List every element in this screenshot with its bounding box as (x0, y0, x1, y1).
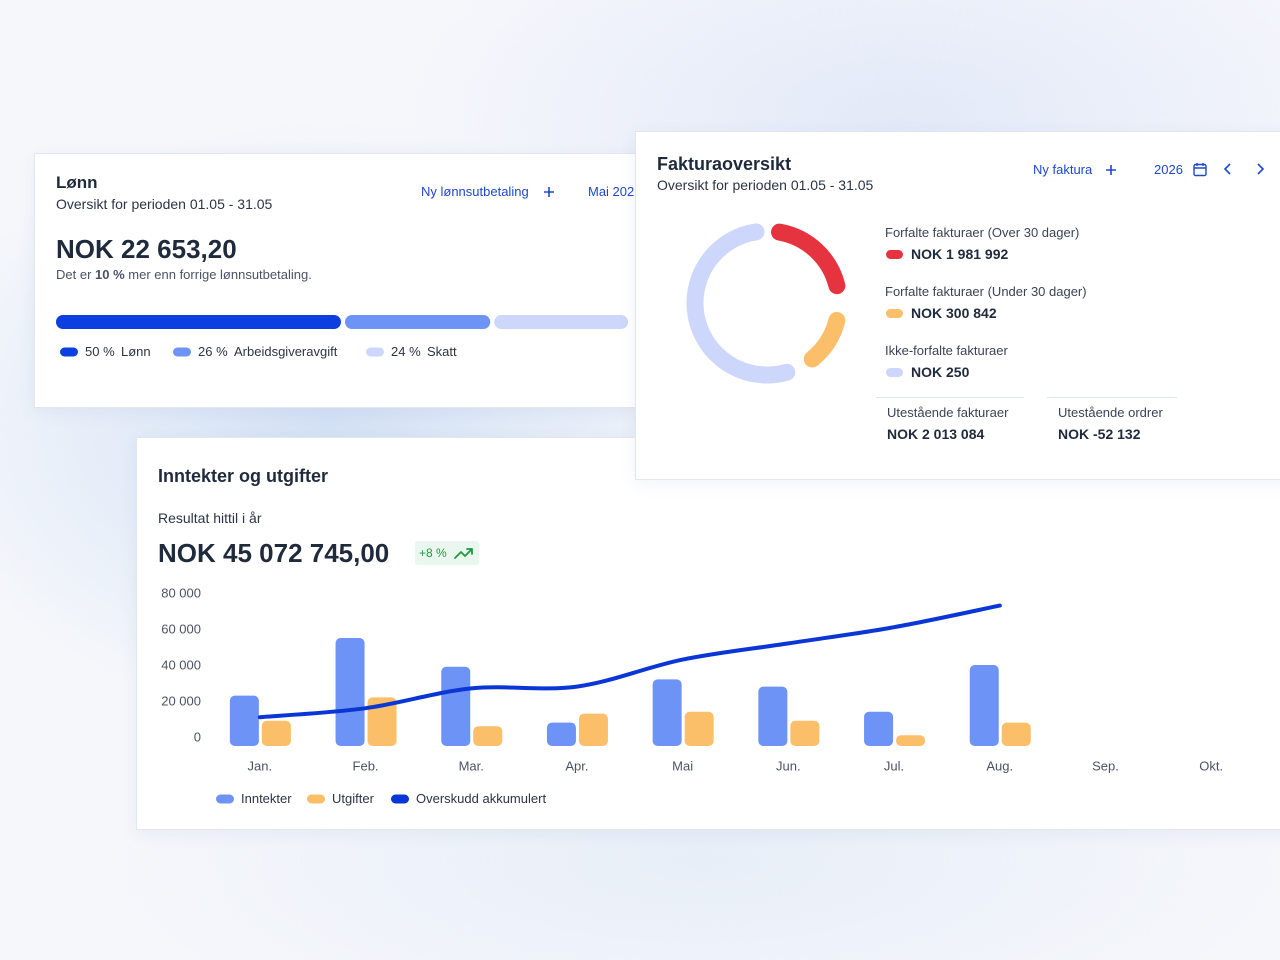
legend-label: Forfalte fakturaer (Over 30 dager) (885, 225, 1080, 240)
card-title: Lønn (56, 173, 98, 192)
inntekter-card: Inntekter og utgifter Resultat hittil i … (136, 437, 1280, 830)
legend-value: 50 % (85, 344, 115, 359)
legend-label: Overskudd akkumulert (416, 791, 546, 806)
badge: +8 % (415, 541, 479, 565)
bar (367, 697, 397, 746)
legend-pill (886, 309, 903, 318)
bar (969, 665, 999, 746)
legend-value: 24 % (391, 344, 421, 359)
legend-pill (886, 250, 903, 259)
calendar-icon[interactable] (1193, 162, 1207, 177)
y-tick-label: 40 000 (161, 657, 201, 672)
legend-amount: NOK 300 842 (911, 305, 997, 321)
total-label: Utestående ordrer (1058, 405, 1163, 420)
donut-arc (686, 222, 848, 384)
bar (473, 726, 503, 746)
legend-label: Inntekter (241, 791, 292, 806)
divider (1047, 397, 1177, 398)
x-tick-label: Apr. (565, 758, 588, 773)
legend-label: Forfalte fakturaer (Under 30 dager) (885, 284, 1087, 299)
x-tick-label: Mai (672, 758, 693, 773)
bar (546, 722, 576, 746)
note-text: Det er (56, 267, 96, 282)
x-tick-label: Aug. (986, 758, 1013, 773)
bar-segment (56, 315, 341, 329)
legend-swatch (391, 794, 409, 804)
bar-segment (494, 315, 628, 329)
action-link[interactable]: Ny lønnsutbetaling (421, 184, 529, 199)
bar (896, 735, 926, 746)
card-title: Inntekter og utgifter (158, 466, 328, 486)
amount: NOK 22 653,20 (56, 234, 237, 264)
legend-swatch (60, 347, 78, 357)
legend-swatch (366, 347, 384, 357)
bar (864, 711, 894, 746)
bar (758, 686, 788, 746)
bar (335, 638, 365, 746)
legend-amount: NOK 250 (911, 364, 970, 380)
legend-amount: NOK 1 981 992 (911, 246, 1009, 262)
donut (686, 222, 848, 384)
faktura-card: Fakturaoversikt Oversikt for perioden 01… (635, 131, 1280, 480)
bar (441, 666, 471, 746)
year-select[interactable]: 2026 (1154, 162, 1183, 177)
y-tick-label: 0 (194, 729, 201, 744)
card-title: Fakturaoversikt (657, 154, 792, 174)
bar (1001, 722, 1031, 746)
line (257, 603, 1002, 720)
income-chart: 0 20 000 40 000 60 000 80 000 Jan. Feb. Mar. Apr… (161, 585, 1223, 806)
x-tick-label: Okt. (1199, 758, 1223, 773)
card-subtitle: Resultat hittil i år (158, 510, 262, 526)
x-tick-label: Jul. (884, 758, 904, 773)
legend-label: Utgifter (332, 791, 375, 806)
legend-label: Skatt (427, 344, 457, 359)
trend-icon (454, 548, 473, 559)
period-select[interactable]: Mai 2026 (588, 184, 642, 199)
action-link[interactable]: Ny faktura (1033, 162, 1093, 177)
total-amount: NOK -52 132 (1058, 426, 1141, 442)
legend-label: Arbeidsgiveravgift (234, 344, 338, 359)
legend-value: 26 % (198, 344, 228, 359)
x-tick-label: Jun. (776, 758, 801, 773)
note-text: mer enn forrige lønnsutbetaling. (124, 267, 312, 282)
bar (229, 695, 259, 746)
plus-icon[interactable] (543, 186, 555, 198)
legend-swatch (173, 347, 191, 357)
y-tick-label: 20 000 (161, 693, 201, 708)
prev-button[interactable] (1223, 163, 1233, 175)
legend-label: Ikke-forfalte fakturaer (885, 343, 1008, 358)
lonn-card: Lønn Oversikt for perioden 01.05 - 31.05… (34, 153, 676, 408)
bar (261, 720, 291, 746)
x-tick-label: Jan. (248, 758, 273, 773)
legend-pill (886, 368, 903, 377)
bar (684, 711, 714, 746)
next-button[interactable] (1255, 163, 1265, 175)
divider (876, 397, 1024, 398)
bar (652, 679, 682, 746)
card-subtitle: Oversikt for perioden 01.05 - 31.05 (56, 196, 273, 212)
y-tick-label: 80 000 (161, 585, 201, 600)
legend-swatch (216, 794, 234, 804)
total-label: Utestående fakturaer (887, 405, 1009, 420)
x-tick-label: Feb. (353, 758, 379, 773)
legend-swatch (307, 794, 325, 804)
bar (578, 713, 608, 746)
card-subtitle: Oversikt for perioden 01.05 - 31.05 (657, 177, 874, 193)
bar-segment (345, 315, 491, 329)
x-tick-label: Sep. (1092, 758, 1119, 773)
y-tick-label: 60 000 (161, 621, 201, 636)
x-tick-label: Mar. (459, 758, 484, 773)
legend-label: Lønn (121, 344, 151, 359)
plus-icon[interactable] (1105, 164, 1117, 176)
amount: NOK 45 072 745,00 (158, 538, 390, 568)
breakdown-chart: 50 % Lønn 26 % Arbeidsgiveravgift 24 % Skatt (56, 315, 628, 359)
total-amount: NOK 2 013 084 (887, 426, 985, 442)
bar (790, 720, 820, 746)
badge-text: +8 % (419, 546, 447, 560)
note-bold: 10 % (95, 267, 125, 282)
note: Det er 10 % mer enn forrige lønnsutbetal… (56, 268, 312, 281)
